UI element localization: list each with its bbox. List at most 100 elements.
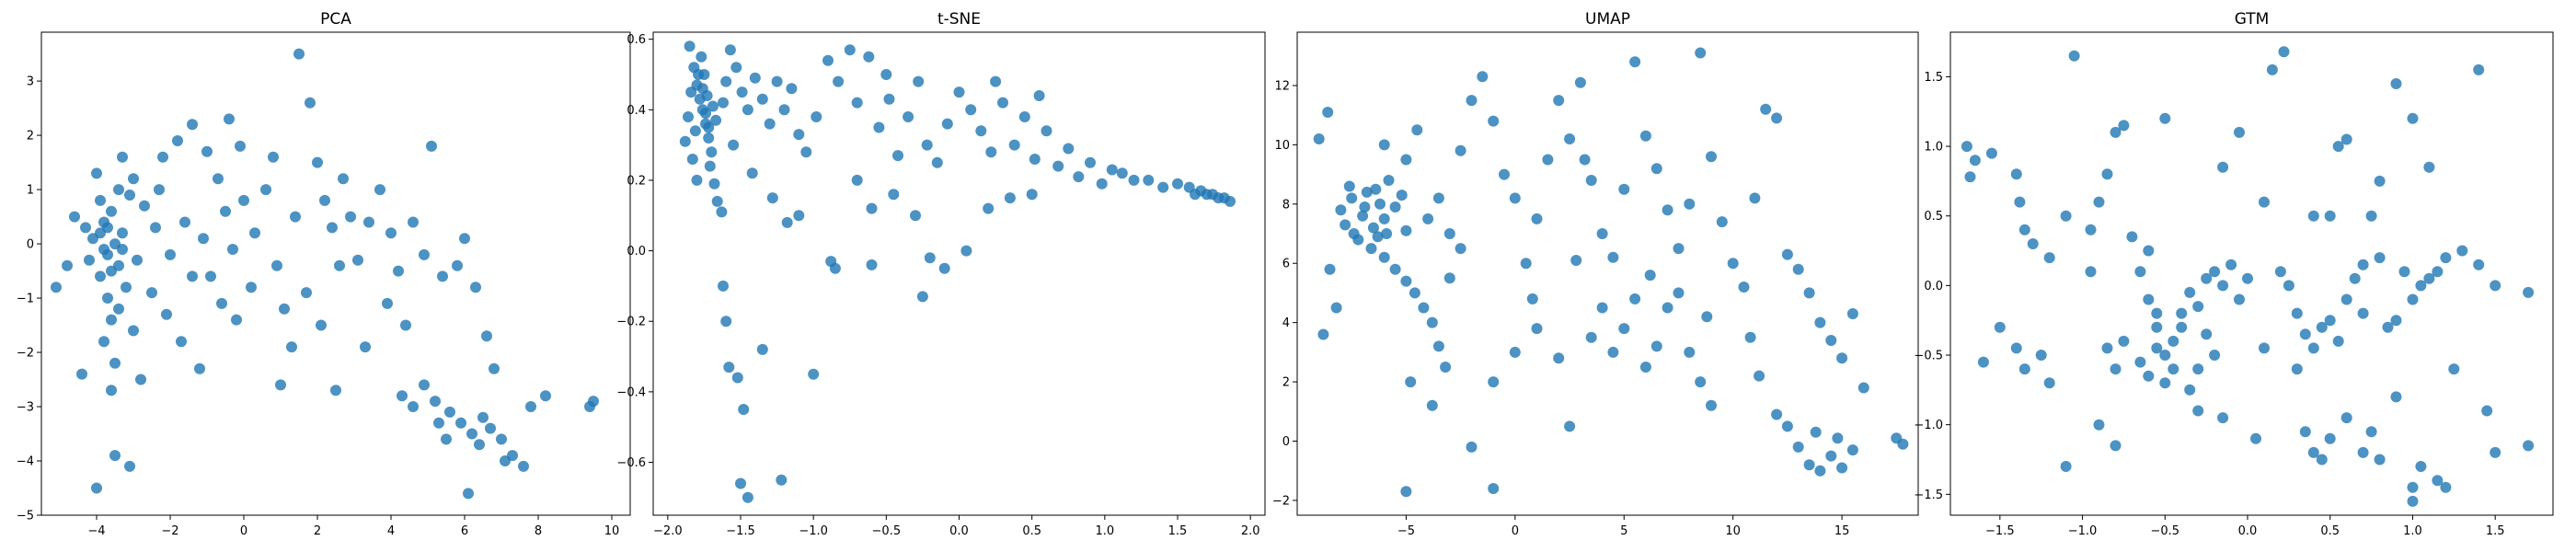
gtm-point [2490, 446, 2501, 458]
umap-point [1365, 243, 1377, 255]
tsne-point [913, 75, 925, 87]
tsne-panel: t-SNE −2.0 −1.5 −1.0 −0.5 0.0 0.5 1.0 1.5 2.0 −0.… [616, 10, 1266, 538]
gtm-point [2456, 245, 2468, 257]
tsne-point [910, 210, 921, 222]
pca-point [312, 156, 323, 168]
umap-point [1618, 323, 1630, 335]
gtm-point [2365, 210, 2377, 222]
gtm-point [2217, 280, 2229, 292]
gtm-point [2374, 454, 2386, 466]
pca-point [213, 173, 224, 185]
gtm-x-tick-label: 0.0 [2238, 524, 2258, 538]
umap-y-tick-label: −2 [1272, 494, 1290, 508]
pca-point [98, 244, 109, 255]
gtm-point [2159, 350, 2171, 361]
tsne-point [990, 75, 1002, 87]
gtm-point [2192, 301, 2204, 313]
gtm-point [2118, 120, 2130, 132]
tsne-point [720, 316, 732, 328]
pca-point [408, 401, 419, 412]
tsne-point [892, 150, 903, 162]
tsne-point [771, 75, 783, 87]
pca-point [246, 282, 257, 293]
gtm-y-tick-label: 1.5 [1924, 71, 1943, 85]
gtm-point [2110, 126, 2122, 138]
pca-point [485, 422, 496, 434]
gtm-point [2407, 495, 2419, 507]
pca-point [352, 254, 363, 266]
gtm-point [2324, 210, 2336, 222]
umap-point [1531, 213, 1543, 224]
pca-x-tick-label: −4 [87, 524, 105, 538]
gtm-point [2192, 405, 2204, 417]
pca-point [374, 184, 385, 196]
pca-point [437, 270, 448, 282]
gtm-point [2060, 210, 2072, 222]
gtm-x-tick-label: 1.5 [2486, 524, 2505, 538]
pca-point [150, 222, 161, 234]
pca-axes-frame [40, 31, 631, 516]
tsne-y-tick-label: −0.2 [616, 316, 646, 329]
tsne-point [1096, 178, 1108, 190]
gtm-point [2259, 196, 2270, 208]
umap-point [1629, 293, 1641, 305]
pca-point [345, 211, 356, 223]
tsne-point [1225, 195, 1236, 207]
tsne-point [924, 252, 936, 264]
gtm-point [2440, 252, 2452, 264]
umap-point [1499, 168, 1510, 180]
pca-point [496, 433, 507, 445]
tsne-point [1143, 174, 1155, 186]
gtm-point [2110, 440, 2122, 452]
tsne-point [776, 474, 788, 486]
tsne-point [781, 216, 793, 228]
pca-point [481, 330, 492, 342]
umap-point [1836, 352, 1848, 364]
tsne-point [1085, 156, 1096, 168]
tsne-point [1004, 192, 1016, 204]
gtm-point [2217, 412, 2229, 424]
tsne-point [742, 104, 753, 116]
tsne-point [703, 132, 715, 144]
tsne-point [703, 121, 715, 133]
gtm-point [2283, 280, 2294, 292]
umap-point [1846, 444, 1858, 456]
umap-point [1771, 408, 1783, 420]
gtm-point [2307, 210, 2319, 222]
gtm-y-tick-label: −1.0 [1914, 419, 1943, 432]
gtm-point [2299, 328, 2311, 340]
umap-point [1330, 302, 1342, 314]
tsne-point [921, 139, 933, 151]
tsne-point [997, 97, 1008, 109]
umap-point [1846, 308, 1858, 319]
pca-point [109, 357, 121, 369]
tsne-point [696, 83, 708, 95]
gtm-point [2316, 321, 2328, 333]
pca-point [393, 265, 404, 277]
pca-point [198, 233, 209, 245]
tsne-point [793, 129, 805, 141]
tsne-point [1018, 111, 1030, 122]
gtm-point [2242, 272, 2253, 284]
pca-point [106, 205, 117, 217]
umap-point [1673, 243, 1685, 255]
umap-point [1409, 287, 1420, 299]
tsne-x-tick-label: 0.0 [949, 524, 969, 538]
gtm-point [2407, 481, 2419, 493]
tsne-x-tick-label: 0.5 [1022, 524, 1041, 538]
umap-point [1564, 133, 1576, 144]
gtm-point [2093, 196, 2105, 208]
umap-y-tick-label: 8 [1282, 198, 1290, 212]
umap-point [1553, 352, 1565, 364]
tsne-point [880, 69, 892, 80]
umap-point [1650, 163, 1662, 175]
gtm-point [2043, 377, 2055, 389]
tsne-point [683, 111, 694, 122]
gtm-point [2390, 315, 2402, 327]
pca-point [385, 227, 397, 239]
tsne-point [1008, 139, 1020, 151]
tsne-point [730, 62, 742, 74]
umap-point [1781, 248, 1793, 260]
tsne-point [679, 135, 691, 147]
pca-point [441, 433, 452, 445]
